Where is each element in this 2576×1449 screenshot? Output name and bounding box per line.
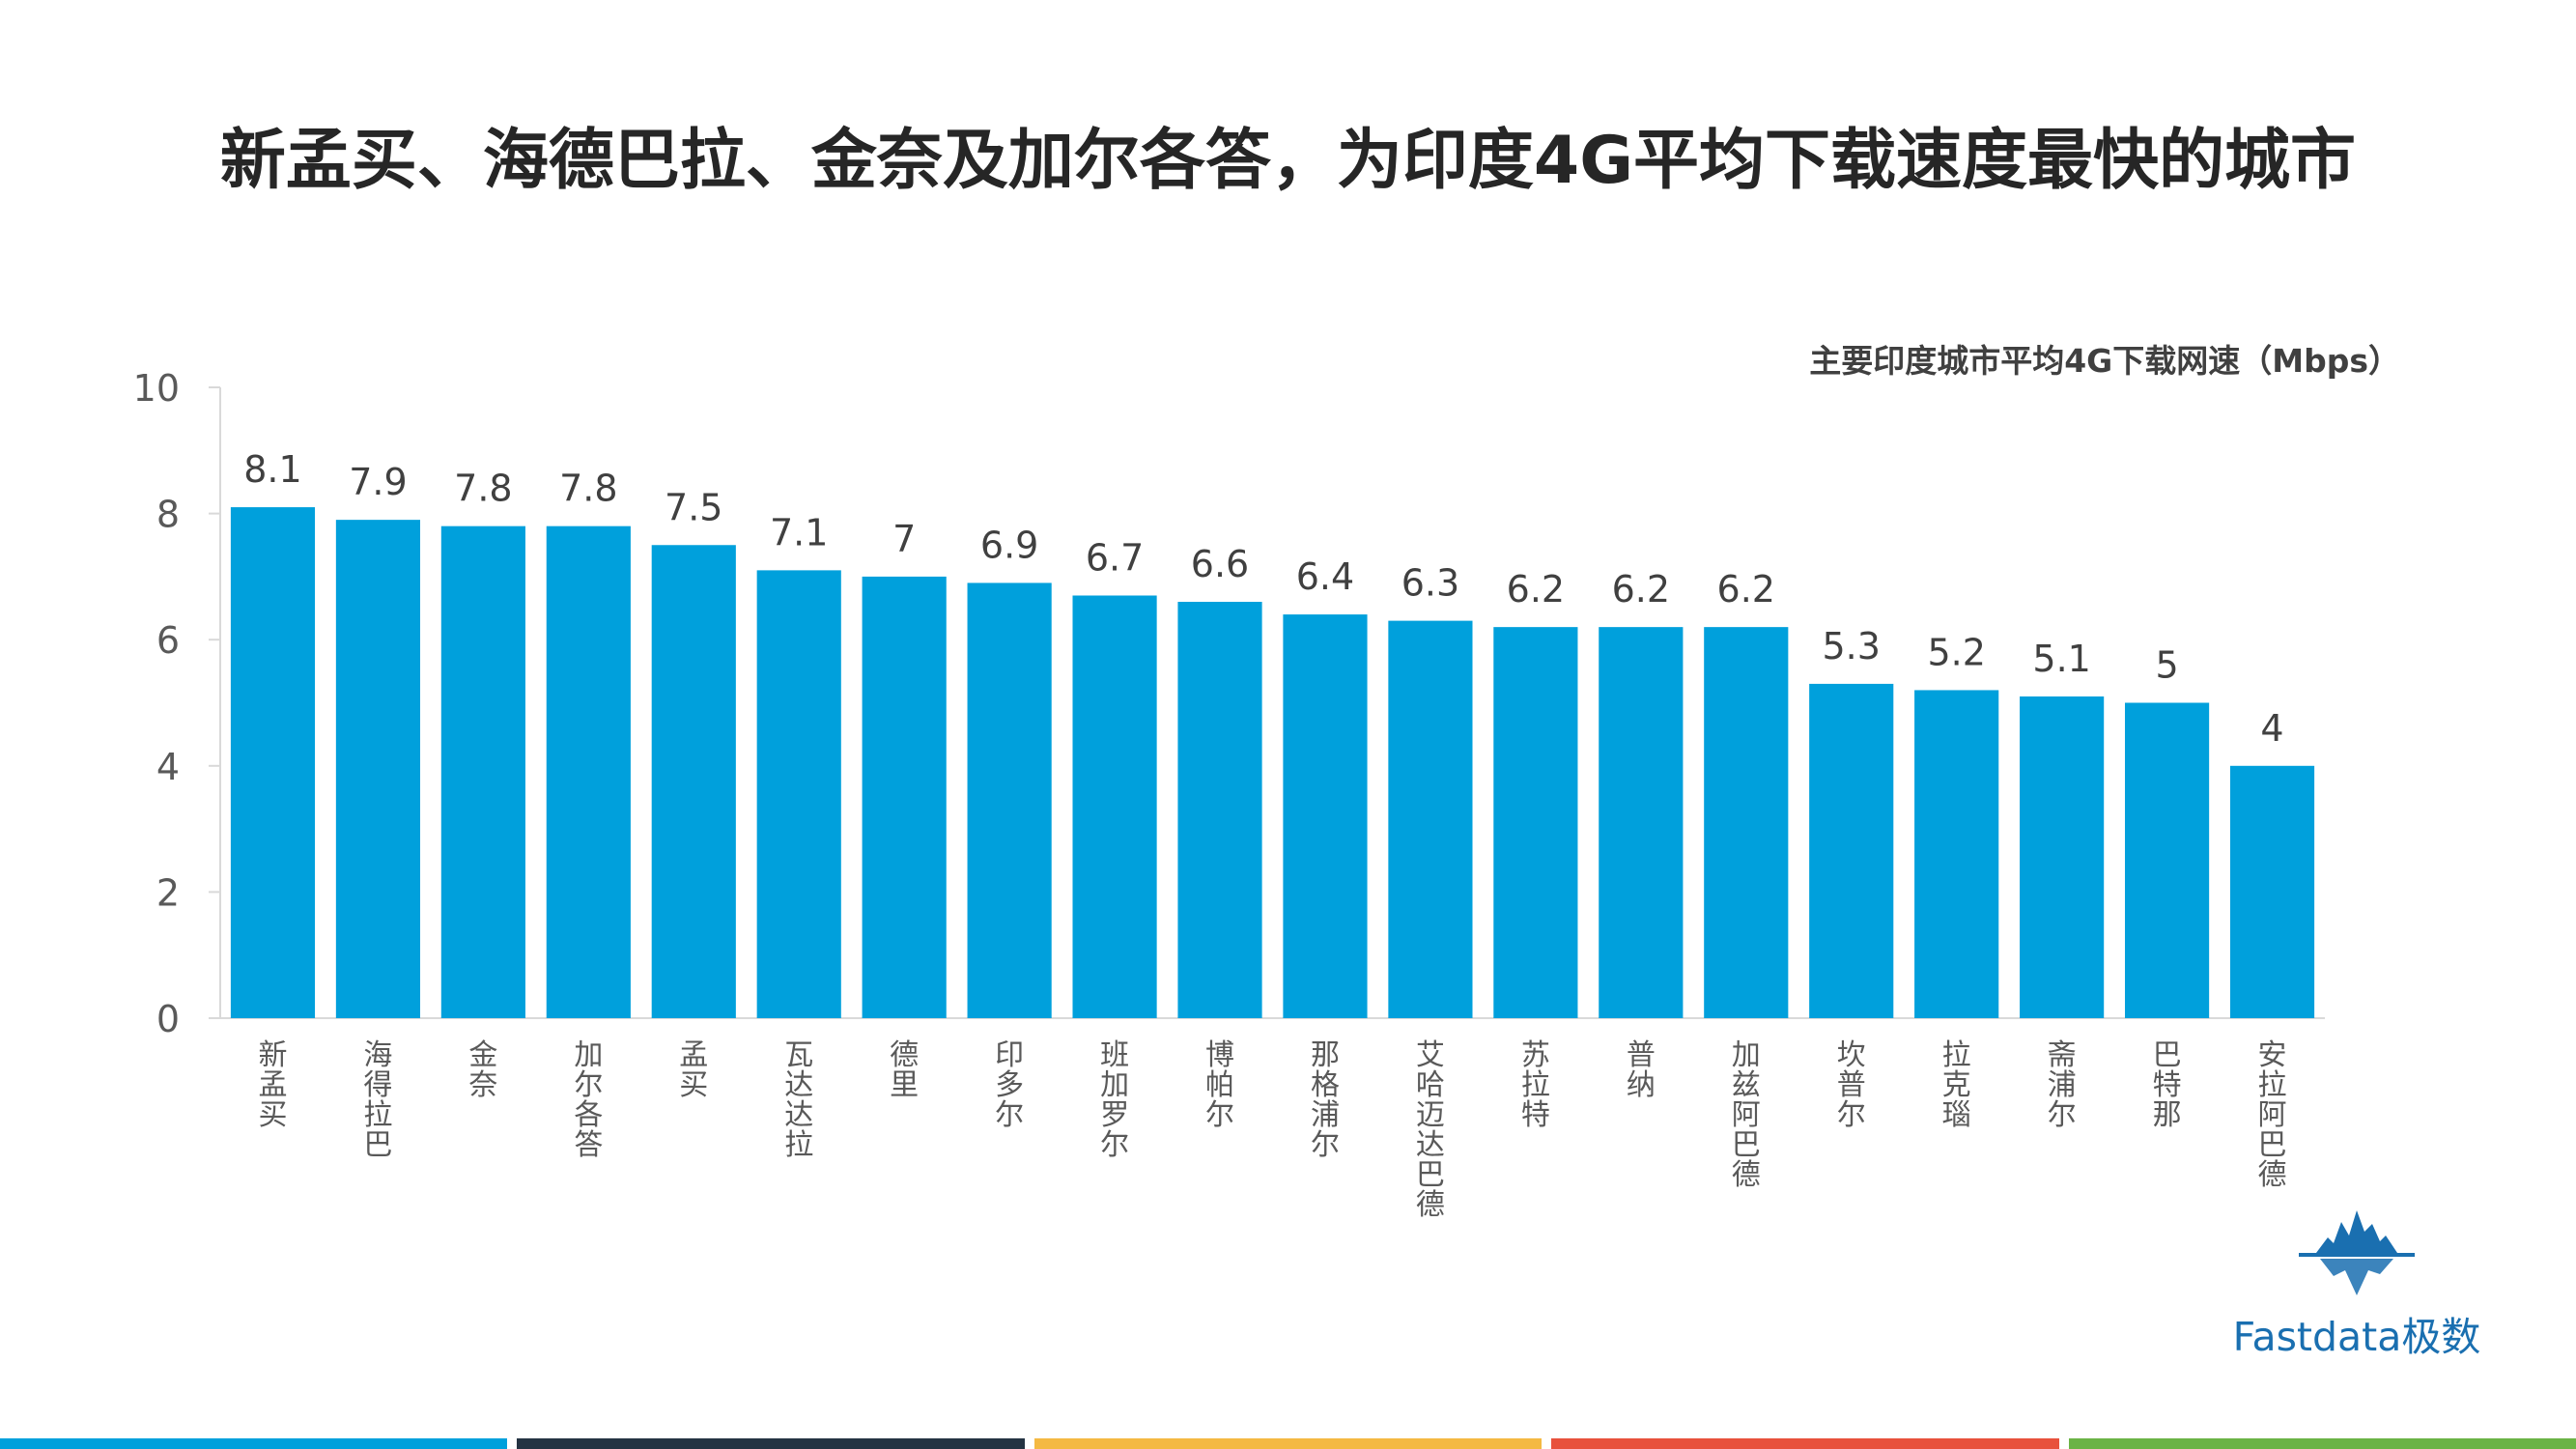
footer-segment: [517, 1438, 1025, 1449]
y-tick-label: 8: [156, 494, 180, 536]
bar: [1704, 627, 1789, 1018]
bar: [1914, 690, 1999, 1018]
footer-segment: [2068, 1438, 2576, 1449]
bar: [2229, 765, 2315, 1018]
category-label: 坎普尔: [1837, 1038, 1866, 1132]
bar: [1493, 627, 1578, 1018]
y-tick-label: 0: [156, 998, 180, 1040]
bar: [1599, 627, 1684, 1018]
data-label: 6.2: [1717, 568, 1775, 611]
category-label: 斋浦尔: [2048, 1038, 2077, 1132]
data-label: 7: [892, 518, 916, 560]
footer-segment: [1033, 1438, 1543, 1449]
data-label: 6.9: [980, 524, 1038, 566]
brand-name: Fastdata极数: [2232, 1314, 2481, 1360]
category-label: 苏拉特: [1521, 1038, 1550, 1132]
category-label: 艾哈迈达巴德: [1416, 1038, 1445, 1222]
data-label: 7.5: [665, 486, 722, 528]
data-label: 5.1: [2032, 638, 2090, 680]
y-tick-label: 4: [156, 746, 180, 788]
category-label: 博帕尔: [1205, 1038, 1234, 1132]
footer-segment: [1551, 1438, 2059, 1449]
data-label: 5: [2155, 644, 2178, 687]
bar: [756, 570, 841, 1018]
bar: [967, 582, 1052, 1018]
bar-series: [230, 507, 2315, 1018]
data-label: 6.6: [1191, 543, 1249, 585]
category-label: 班加罗尔: [1100, 1038, 1129, 1162]
category-label: 拉克瑙: [1942, 1038, 1971, 1132]
page-title: 新孟买、海德巴拉、金奈及加尔各答，为印度4G平均下载速度最快的城市: [219, 123, 2357, 199]
data-label: 7.1: [770, 511, 828, 554]
brand-logo: Fastdata极数: [2231, 1203, 2482, 1367]
data-label: 6.2: [1612, 568, 1670, 611]
data-label: 6.3: [1401, 562, 1459, 605]
bar: [2124, 702, 2210, 1018]
y-tick-label: 2: [156, 871, 180, 914]
bar: [1072, 595, 1157, 1018]
category-label: 瓦达达拉: [784, 1038, 813, 1162]
chart-title: 主要印度城市平均4G下载网速（Mbps）: [1809, 342, 2400, 380]
category-label: 加尔各答: [574, 1038, 603, 1162]
bar: [335, 520, 421, 1018]
bar: [1177, 602, 1262, 1018]
category-label: 安拉阿巴德: [2258, 1038, 2287, 1192]
bar: [651, 545, 736, 1018]
data-label: 7.9: [349, 461, 407, 503]
bar: [440, 526, 525, 1018]
data-label: 5.2: [1927, 631, 1985, 673]
chart-axes: 0 2 4 6 8 10: [133, 367, 2325, 1040]
data-label: 6.4: [1296, 555, 1354, 598]
bar: [1809, 683, 1894, 1018]
data-label: 8.1: [243, 448, 301, 491]
data-label: 4: [2260, 707, 2283, 750]
bar: [2020, 696, 2105, 1018]
data-label: 6.7: [1086, 536, 1144, 579]
category-label: 加兹阿巴德: [1732, 1038, 1761, 1192]
data-label: 6.2: [1507, 568, 1565, 611]
footer-color-bar: [0, 1438, 2576, 1449]
category-label: 金奈: [468, 1038, 497, 1102]
category-label: 新孟买: [258, 1038, 287, 1132]
bar: [1388, 620, 1473, 1018]
iceberg-icon: [2299, 1210, 2415, 1295]
data-label: 7.8: [559, 468, 617, 510]
bar: [1283, 614, 1368, 1018]
bar: [546, 526, 631, 1018]
data-labels: 8.1 7.9 7.8 7.8 7.5 7.1 7 6.9 6.7 6.6 6.4 6.3 6.2 6.2…: [243, 448, 2283, 750]
data-label: 7.8: [454, 468, 512, 510]
bar: [230, 507, 316, 1018]
footer-segment: [0, 1438, 508, 1449]
category-label: 普纳: [1627, 1038, 1656, 1102]
category-label: 孟买: [679, 1038, 708, 1102]
category-label: 海得拉巴: [363, 1038, 392, 1162]
category-label: 巴特那: [2153, 1038, 2182, 1132]
data-label: 5.3: [1823, 625, 1881, 668]
category-label: 德里: [890, 1038, 919, 1102]
y-tick-label: 10: [133, 367, 180, 410]
bar: [862, 576, 947, 1018]
category-label: 那格浦尔: [1311, 1038, 1340, 1162]
category-label: 印多尔: [995, 1038, 1024, 1132]
category-labels: 新孟买 海得拉巴 金奈 加尔各答 孟买 瓦达达拉 德里 印多尔 班加罗尔 博帕尔 那格浦尔 艾哈迈达巴…: [258, 1038, 2286, 1222]
y-tick-label: 6: [156, 619, 180, 662]
